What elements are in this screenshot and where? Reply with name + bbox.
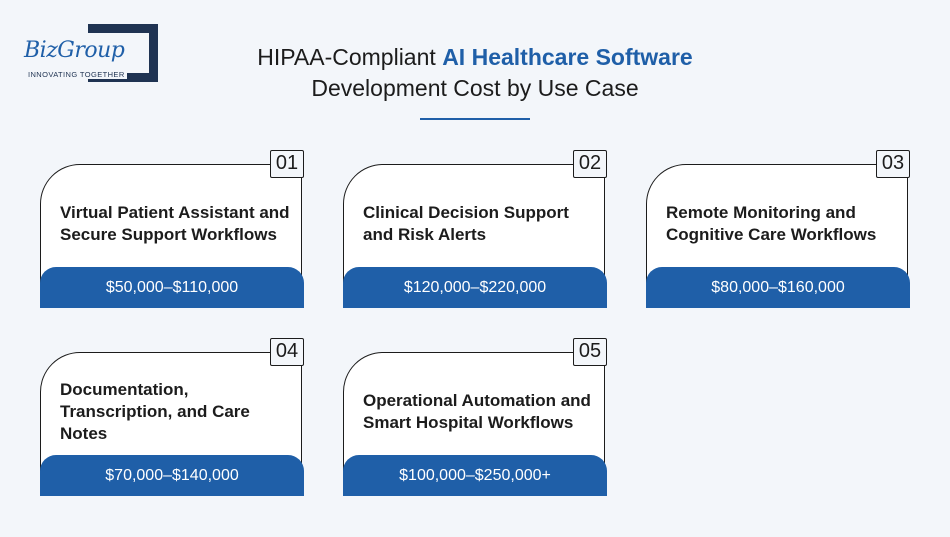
card-title: Documentation, Transcription, and Care N…	[60, 380, 250, 443]
logo-frame-top	[88, 24, 118, 33]
card-number: 02	[573, 150, 607, 178]
card-number: 01	[270, 150, 304, 178]
title-underline	[420, 118, 530, 120]
card-price: $50,000–$110,000	[40, 267, 304, 308]
use-case-card-3: 03 Remote Monitoring and Cognitive Care …	[646, 150, 910, 308]
use-case-card-5: 05 Operational Automation and Smart Hosp…	[343, 338, 607, 496]
card-title: Remote Monitoring and Cognitive Care Wor…	[666, 203, 877, 244]
card-price: $70,000–$140,000	[40, 455, 304, 496]
use-case-card-2: 02 Clinical Decision Support and Risk Al…	[343, 150, 607, 308]
title-line2: Development Cost by Use Case	[311, 75, 639, 101]
title-prefix: HIPAA-Compliant	[257, 44, 443, 70]
logo-frame	[114, 24, 158, 82]
use-case-card-4: 04 Documentation, Transcription, and Car…	[40, 338, 304, 496]
logo-name: BizGroup	[24, 38, 127, 63]
card-number: 04	[270, 338, 304, 366]
logo-tagline: INNOVATING TOGETHER	[28, 70, 127, 79]
card-price: $120,000–$220,000	[343, 267, 607, 308]
card-title: Clinical Decision Support and Risk Alert…	[363, 203, 569, 244]
card-price: $80,000–$160,000	[646, 267, 910, 308]
card-number: 03	[876, 150, 910, 178]
card-title: Operational Automation and Smart Hospita…	[363, 391, 591, 432]
card-price: $100,000–$250,000+	[343, 455, 607, 496]
use-case-card-1: 01 Virtual Patient Assistant and Secure …	[40, 150, 304, 308]
card-title: Virtual Patient Assistant and Secure Sup…	[60, 203, 290, 244]
page-title: HIPAA-Compliant AI Healthcare Software D…	[0, 42, 950, 104]
bizgroup-logo: BizGroup INNOVATING TOGETHER	[24, 24, 158, 84]
title-highlight: AI Healthcare Software	[442, 44, 693, 70]
card-number: 05	[573, 338, 607, 366]
